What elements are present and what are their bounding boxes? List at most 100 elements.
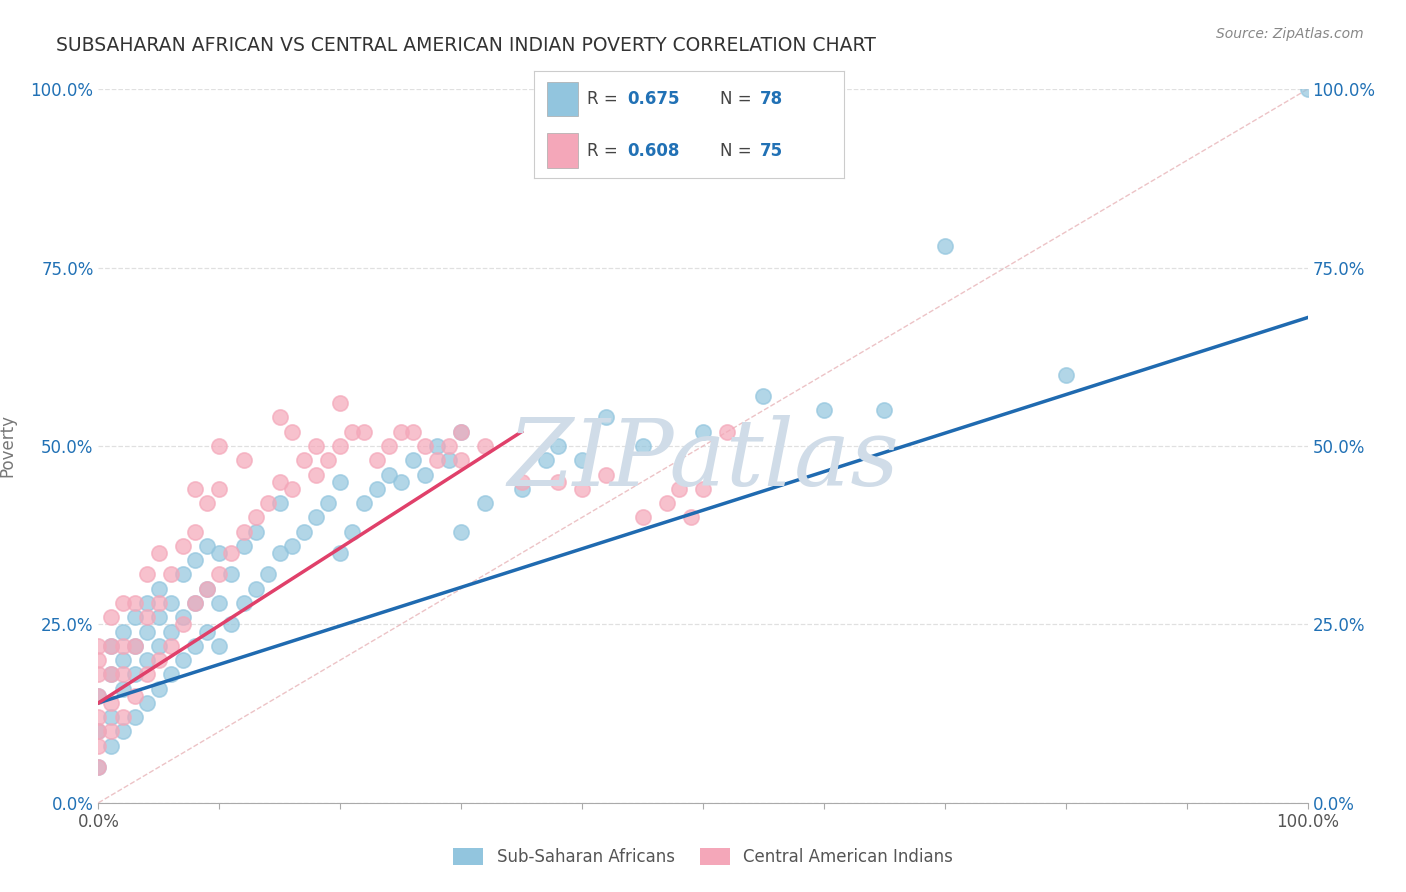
Point bbox=[184, 482, 207, 496]
Point bbox=[716, 425, 738, 439]
Point bbox=[595, 467, 617, 482]
Point bbox=[655, 496, 678, 510]
Point bbox=[124, 639, 146, 653]
Point bbox=[172, 539, 194, 553]
Point bbox=[426, 453, 449, 467]
Point bbox=[172, 567, 194, 582]
Point bbox=[111, 639, 134, 653]
Point bbox=[100, 667, 122, 681]
Point bbox=[111, 710, 134, 724]
Text: R =: R = bbox=[586, 142, 623, 160]
Point bbox=[172, 653, 194, 667]
Point bbox=[111, 724, 134, 739]
Point bbox=[547, 475, 569, 489]
Point bbox=[124, 610, 146, 624]
Point bbox=[256, 496, 278, 510]
Point bbox=[160, 596, 183, 610]
Point bbox=[245, 524, 267, 539]
Point bbox=[87, 653, 110, 667]
Point bbox=[437, 439, 460, 453]
Point bbox=[135, 624, 157, 639]
FancyBboxPatch shape bbox=[547, 134, 578, 168]
Point bbox=[111, 681, 134, 696]
Point bbox=[111, 624, 134, 639]
Point bbox=[281, 482, 304, 496]
Point bbox=[208, 546, 231, 560]
Point bbox=[1054, 368, 1077, 382]
Point bbox=[195, 624, 218, 639]
Point bbox=[100, 739, 122, 753]
Point bbox=[100, 610, 122, 624]
Point bbox=[631, 510, 654, 524]
Point bbox=[692, 482, 714, 496]
Point bbox=[366, 453, 388, 467]
Text: 75: 75 bbox=[761, 142, 783, 160]
Point bbox=[329, 439, 352, 453]
Point bbox=[135, 696, 157, 710]
Point bbox=[221, 546, 243, 560]
Point bbox=[474, 439, 496, 453]
Point bbox=[87, 689, 110, 703]
Point bbox=[534, 453, 557, 467]
Point bbox=[87, 689, 110, 703]
Point bbox=[100, 639, 122, 653]
Point bbox=[450, 425, 472, 439]
Point bbox=[934, 239, 956, 253]
Point bbox=[87, 760, 110, 774]
Point bbox=[342, 524, 364, 539]
Text: Source: ZipAtlas.com: Source: ZipAtlas.com bbox=[1216, 27, 1364, 41]
Text: 0.675: 0.675 bbox=[627, 90, 679, 108]
Point bbox=[111, 596, 134, 610]
Point bbox=[221, 617, 243, 632]
Point bbox=[148, 596, 170, 610]
Point bbox=[316, 453, 339, 467]
Point bbox=[402, 453, 425, 467]
Point bbox=[100, 710, 122, 724]
Point bbox=[510, 475, 533, 489]
Point bbox=[281, 425, 304, 439]
Point bbox=[389, 425, 412, 439]
Point bbox=[100, 696, 122, 710]
Point bbox=[124, 710, 146, 724]
Point bbox=[148, 610, 170, 624]
FancyBboxPatch shape bbox=[547, 82, 578, 116]
Point bbox=[135, 653, 157, 667]
Point bbox=[208, 439, 231, 453]
Point bbox=[135, 567, 157, 582]
Point bbox=[342, 425, 364, 439]
Point bbox=[474, 496, 496, 510]
Point bbox=[148, 546, 170, 560]
Point bbox=[366, 482, 388, 496]
Text: R =: R = bbox=[586, 90, 623, 108]
Point bbox=[353, 425, 375, 439]
Point bbox=[245, 510, 267, 524]
Point bbox=[195, 539, 218, 553]
Point bbox=[232, 453, 254, 467]
Point bbox=[87, 710, 110, 724]
Point bbox=[124, 689, 146, 703]
Point bbox=[305, 510, 328, 524]
Point bbox=[184, 553, 207, 567]
Point bbox=[184, 596, 207, 610]
Point bbox=[184, 596, 207, 610]
Point bbox=[692, 425, 714, 439]
Point bbox=[353, 496, 375, 510]
Point bbox=[148, 582, 170, 596]
Point bbox=[329, 396, 352, 410]
Legend: Sub-Saharan Africans, Central American Indians: Sub-Saharan Africans, Central American I… bbox=[447, 841, 959, 873]
Point bbox=[316, 496, 339, 510]
Point bbox=[752, 389, 775, 403]
Point bbox=[184, 524, 207, 539]
Point bbox=[172, 610, 194, 624]
Point bbox=[547, 439, 569, 453]
Text: SUBSAHARAN AFRICAN VS CENTRAL AMERICAN INDIAN POVERTY CORRELATION CHART: SUBSAHARAN AFRICAN VS CENTRAL AMERICAN I… bbox=[56, 36, 876, 54]
Point bbox=[377, 439, 399, 453]
Point bbox=[232, 524, 254, 539]
Point bbox=[510, 482, 533, 496]
Point bbox=[148, 639, 170, 653]
Text: ZIPatlas: ZIPatlas bbox=[508, 416, 898, 505]
Point bbox=[256, 567, 278, 582]
Point bbox=[124, 639, 146, 653]
Point bbox=[172, 617, 194, 632]
Point bbox=[208, 596, 231, 610]
